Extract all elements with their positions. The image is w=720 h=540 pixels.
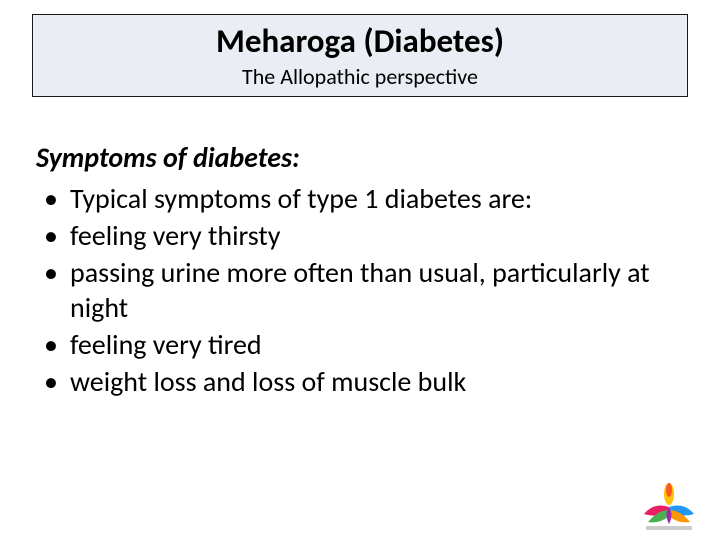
list-item: weight loss and loss of muscle bulk	[36, 364, 670, 399]
list-item: Typical symptoms of type 1 diabetes are:	[36, 181, 670, 216]
list-item: feeling very thirsty	[36, 218, 670, 253]
slide-subtitle: The Allopathic perspective	[43, 63, 677, 90]
section-heading: Symptoms of diabetes:	[36, 140, 670, 175]
slide-title: Meharoga (Diabetes)	[43, 21, 677, 61]
title-header: Meharoga (Diabetes) The Allopathic persp…	[32, 14, 688, 97]
lotus-logo-icon	[634, 472, 704, 532]
bullet-list: Typical symptoms of type 1 diabetes are:…	[36, 181, 670, 399]
list-item: passing urine more often than usual, par…	[36, 255, 670, 325]
content-area: Symptoms of diabetes: Typical symptoms o…	[36, 140, 670, 401]
list-item: feeling very tired	[36, 327, 670, 362]
